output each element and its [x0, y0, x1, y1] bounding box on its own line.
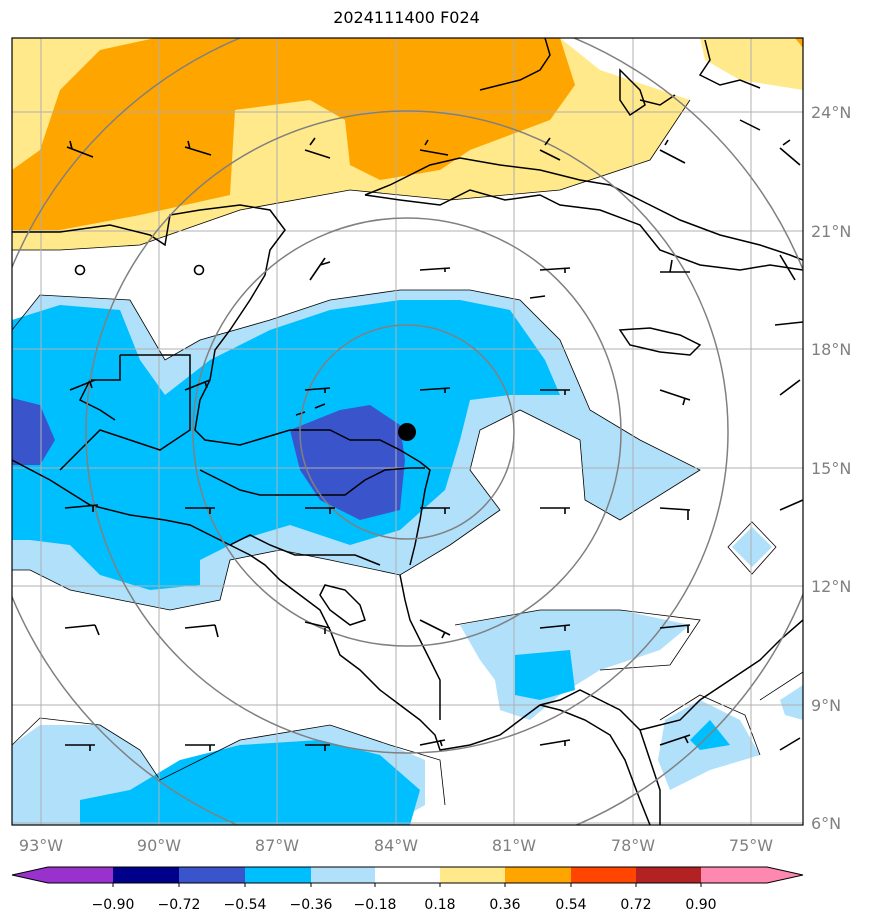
pos-mid-region — [12, 38, 575, 230]
range-rings — [12, 38, 803, 825]
colorbar-segment — [48, 867, 113, 883]
colorbar-tick-label: 0.18 — [424, 897, 455, 913]
lon-label: 78°W — [611, 836, 655, 855]
lat-label: 9°N — [811, 696, 841, 715]
lon-label: 93°W — [19, 836, 63, 855]
colorbar-segment — [440, 867, 505, 883]
colorbar-segment — [245, 867, 311, 883]
lon-label: 81°W — [492, 836, 536, 855]
lat-label: 21°N — [811, 222, 851, 241]
map-frame — [11, 37, 804, 826]
neg-mid-south — [80, 740, 420, 825]
neg-weak-east-edge — [780, 685, 803, 720]
map-title: 2024111400 F024 — [333, 8, 480, 27]
colorbar-tick-label: 0.36 — [489, 897, 520, 913]
neg-mid-sc — [515, 650, 575, 700]
lon-label: 84°W — [374, 836, 418, 855]
lat-label: 6°N — [811, 814, 841, 833]
colorbar — [11, 866, 804, 887]
neg-weak-diamond — [732, 527, 772, 567]
colorbar-extend-low — [12, 867, 48, 883]
lat-label: 15°N — [811, 459, 851, 478]
lon-label: 75°W — [729, 836, 773, 855]
lon-label: 90°W — [137, 836, 181, 855]
lat-label: 24°N — [811, 103, 851, 122]
colorbar-tick-label: −0.90 — [92, 897, 135, 913]
lat-label: 12°N — [811, 577, 851, 596]
map-panel — [12, 38, 803, 825]
colorbar-segment — [179, 867, 245, 883]
colorbar-tick-label: 0.72 — [620, 897, 651, 913]
wind-barbs — [64, 137, 803, 751]
colorbar-tick-label: 0.54 — [555, 897, 586, 913]
lon-labels: 93°W 90°W 87°W 84°W 81°W 78°W 75°W — [19, 836, 773, 855]
colorbar-tick-label: −0.54 — [224, 897, 267, 913]
calm-wind-markers — [74, 264, 205, 276]
colorbar-segment — [311, 867, 375, 883]
colorbar-outline — [11, 866, 804, 884]
colorbar-tick-label: 0.90 — [685, 897, 716, 913]
colorbar-segment — [113, 867, 179, 883]
lon-label: 87°W — [255, 836, 299, 855]
colorbar-segment — [375, 867, 440, 883]
colorbar-tick-labels: −0.90 −0.72 −0.54 −0.36 −0.18 0.18 0.36 … — [92, 897, 717, 913]
colorbar-tick-label: −0.72 — [158, 897, 201, 913]
colorbar-segment — [701, 867, 767, 883]
colorbar-tick-label: −0.18 — [354, 897, 397, 913]
lat-labels: 24°N 21°N 18°N 15°N 12°N 9°N 6°N — [811, 103, 851, 833]
lat-label: 18°N — [811, 340, 851, 359]
graticule — [12, 38, 803, 825]
colorbar-segment — [571, 867, 636, 883]
colorbar-segment — [636, 867, 701, 883]
colorbar-tick-label: −0.36 — [290, 897, 333, 913]
storm-center-marker — [398, 423, 416, 441]
colorbar-extend-high — [767, 867, 803, 883]
neg-strong-region-west — [12, 398, 55, 465]
colorbar-segment — [505, 867, 571, 883]
pos-mid-region-ne — [795, 38, 803, 48]
